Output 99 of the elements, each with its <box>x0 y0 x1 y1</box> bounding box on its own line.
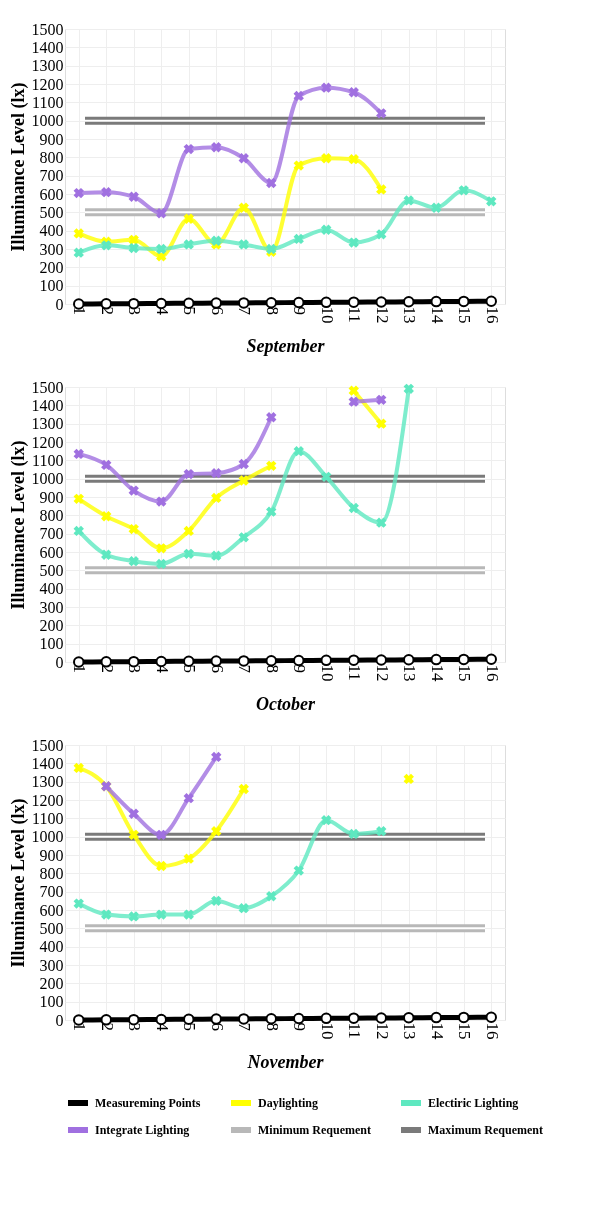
x-tick-label: 9 <box>290 664 310 673</box>
y-tick-label: 1400 <box>31 38 64 56</box>
legend-label: Minimum Requement <box>258 1123 371 1137</box>
x-tick-label: 7 <box>235 664 255 674</box>
y-tick-label: 900 <box>39 488 64 506</box>
y-tick-label: 400 <box>39 580 64 598</box>
y-tick-label: 900 <box>39 846 64 864</box>
y-tick-label: 300 <box>39 956 64 974</box>
x-tick-label: 12 <box>372 664 392 682</box>
x-tick-label: 1 <box>70 1022 90 1031</box>
y-tick-label: 300 <box>39 598 64 616</box>
y-tick-label: 1500 <box>31 736 64 754</box>
y-tick-label: 900 <box>39 130 64 148</box>
x-tick-label: 9 <box>290 306 310 315</box>
x-tick-label: 14 <box>427 306 447 324</box>
y-tick-label: 800 <box>39 148 64 166</box>
y-tick-label: 800 <box>39 864 64 882</box>
y-tick-label: 100 <box>39 635 64 653</box>
y-tick-label: 600 <box>39 901 64 919</box>
y-tick-label: 500 <box>39 203 64 221</box>
y-tick-label: 700 <box>39 167 64 185</box>
x-tick-label: 16 <box>482 664 502 682</box>
x-tick-label: 12 <box>372 1022 392 1040</box>
y-tick-label: 1300 <box>31 415 64 433</box>
x-tick-label: 16 <box>482 1022 502 1040</box>
y-tick-label: 500 <box>39 561 64 579</box>
x-tick-label: 1 <box>70 306 90 315</box>
x-tick-label: 10 <box>317 1022 337 1040</box>
y-tick-label: 100 <box>39 993 64 1011</box>
y-tick-label: 100 <box>39 277 64 295</box>
y-tick-label: 1400 <box>31 754 64 772</box>
y-tick-label: 1200 <box>31 75 64 93</box>
y-tick-label: 700 <box>39 883 64 901</box>
y-tick-label: 0 <box>55 653 64 671</box>
y-tick-label: 600 <box>39 543 64 561</box>
x-tick-label: 10 <box>317 664 337 682</box>
y-tick-label: 1300 <box>31 773 64 791</box>
y-tick-label: 500 <box>39 919 64 937</box>
y-tick-label: 200 <box>39 974 64 992</box>
x-tick-label: 5 <box>180 306 200 315</box>
legend-label: Electiric Lighting <box>428 1096 519 1110</box>
y-tick-label: 1200 <box>31 791 64 809</box>
x-tick-label: 16 <box>482 306 502 324</box>
x-tick-label: 14 <box>427 664 447 682</box>
y-tick-label: 1300 <box>31 57 64 75</box>
x-tick-label: 5 <box>180 1022 200 1031</box>
x-tick-label: 13 <box>400 1022 420 1040</box>
y-tick-label: 1400 <box>31 396 64 414</box>
x-tick-label: 2 <box>97 1022 117 1031</box>
x-axis-title: September <box>246 335 326 356</box>
x-tick-label: 13 <box>400 664 420 682</box>
y-tick-label: 1500 <box>31 20 64 38</box>
x-tick-label: 7 <box>235 306 255 316</box>
y-tick-label: 0 <box>55 1011 64 1029</box>
y-tick-label: 400 <box>39 938 64 956</box>
y-tick-label: 800 <box>39 506 64 524</box>
x-tick-label: 9 <box>290 1022 310 1031</box>
x-tick-label: 11 <box>345 306 365 323</box>
y-axis-title: Illuminance Level (lx) <box>7 440 29 610</box>
x-tick-label: 2 <box>97 306 117 315</box>
x-tick-label: 1 <box>70 664 90 673</box>
y-tick-label: 300 <box>39 240 64 258</box>
x-tick-label: 14 <box>427 1022 447 1040</box>
x-tick-label: 10 <box>317 306 337 324</box>
y-tick-label: 1200 <box>31 433 64 451</box>
y-tick-label: 1000 <box>31 828 64 846</box>
y-tick-label: 1000 <box>31 470 64 488</box>
x-tick-label: 11 <box>345 664 365 681</box>
y-axis-title: Illuminance Level (lx) <box>7 82 29 252</box>
y-tick-label: 1100 <box>32 93 64 111</box>
x-tick-label: 3 <box>125 306 145 315</box>
x-axis-title: November <box>246 1051 325 1072</box>
x-tick-label: 15 <box>455 306 475 324</box>
y-tick-label: 1100 <box>32 809 64 827</box>
legend-label: Daylighting <box>258 1096 319 1110</box>
x-tick-label: 7 <box>235 1022 255 1032</box>
y-tick-label: 200 <box>39 616 64 634</box>
legend-label: Maximum Requement <box>428 1123 543 1137</box>
legend-label: Integrate Lighting <box>95 1123 190 1137</box>
y-tick-label: 700 <box>39 525 64 543</box>
y-tick-label: 400 <box>39 222 64 240</box>
x-tick-label: 2 <box>97 664 117 673</box>
y-tick-label: 1000 <box>31 112 64 130</box>
x-tick-label: 12 <box>372 306 392 324</box>
x-tick-label: 15 <box>455 664 475 682</box>
y-tick-label: 200 <box>39 258 64 276</box>
x-tick-label: 15 <box>455 1022 475 1040</box>
x-tick-label: 3 <box>125 1022 145 1031</box>
x-tick-label: 5 <box>180 664 200 673</box>
y-tick-label: 600 <box>39 185 64 203</box>
x-tick-label: 13 <box>400 306 420 324</box>
x-axis-title: October <box>256 693 316 714</box>
y-tick-label: 1100 <box>32 451 64 469</box>
y-axis-title: Illuminance Level (lx) <box>7 798 29 968</box>
y-tick-label: 1500 <box>31 378 64 396</box>
y-tick-label: 0 <box>55 295 64 313</box>
legend-label: Measureming Points <box>95 1096 201 1110</box>
x-tick-label: 3 <box>125 664 145 673</box>
x-tick-label: 11 <box>345 1022 365 1039</box>
